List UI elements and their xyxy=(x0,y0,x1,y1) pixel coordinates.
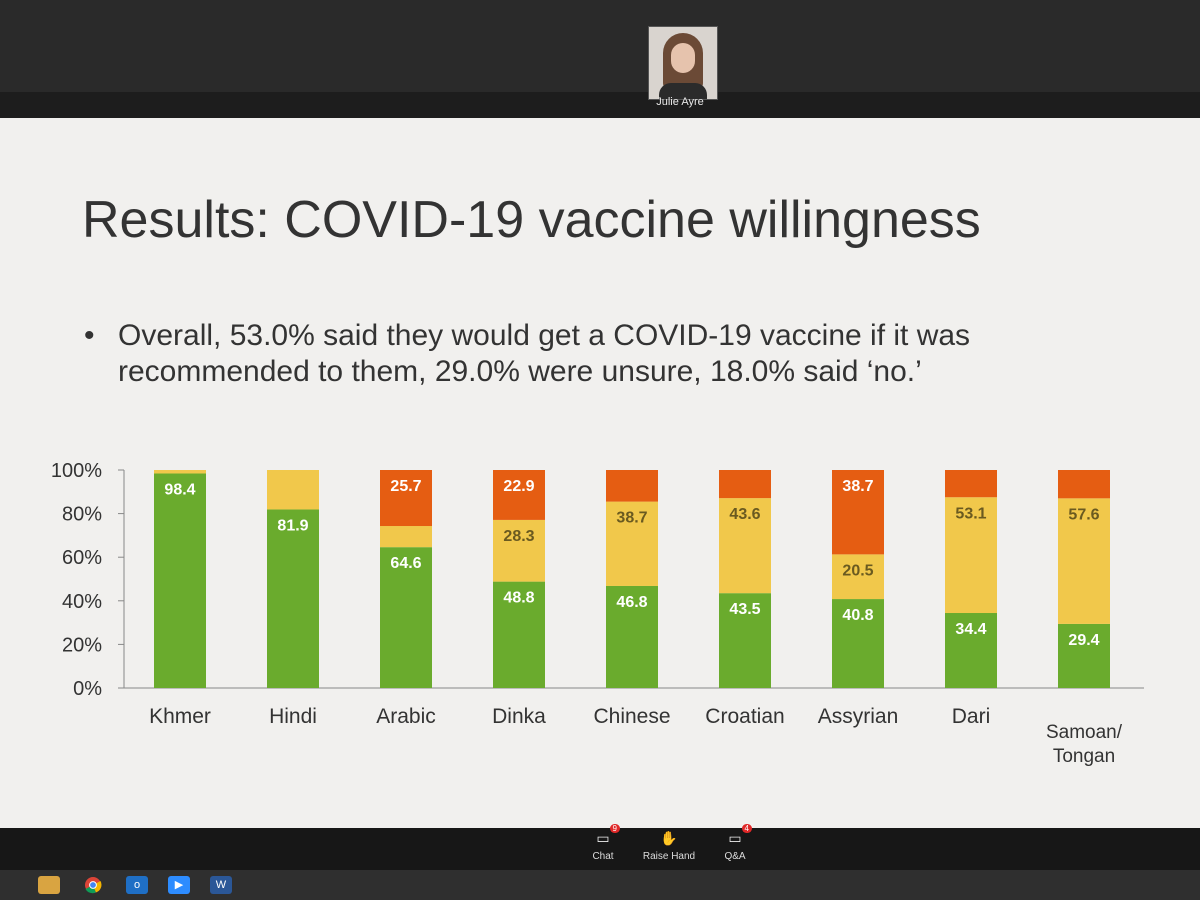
chat-icon: ▭ xyxy=(596,830,610,846)
bar-segment xyxy=(719,498,771,594)
zoom-app-icon[interactable]: ▶ xyxy=(168,876,190,894)
y-tick-label: 60% xyxy=(62,547,102,569)
data-label: 57.6 xyxy=(1068,506,1099,523)
data-label: 40.8 xyxy=(842,607,873,624)
y-tick-label: 40% xyxy=(62,591,102,613)
bar-segment xyxy=(606,585,658,688)
chat-badge: 9 xyxy=(609,824,620,833)
bar-segment xyxy=(267,470,319,510)
bar-segment xyxy=(1058,470,1110,499)
video-body xyxy=(659,83,707,99)
word-icon[interactable]: W xyxy=(210,876,232,894)
data-label: 38.7 xyxy=(616,510,647,527)
bar-segment xyxy=(945,497,997,614)
participant-name: Julie Ayre xyxy=(656,96,704,108)
bar-segment xyxy=(1058,498,1110,624)
x-tick-label: Tongan xyxy=(1053,746,1115,767)
qa-badge: 4 xyxy=(741,824,752,833)
data-label: 34.4 xyxy=(955,621,986,638)
qa-button[interactable]: ▭ 4 Q&A xyxy=(700,824,770,862)
file-explorer-icon[interactable] xyxy=(38,876,60,894)
data-label: 25.7 xyxy=(390,478,421,495)
data-label: 43.6 xyxy=(729,506,760,523)
x-tick-label: Hindi xyxy=(269,705,317,728)
x-tick-label: Khmer xyxy=(149,705,211,728)
y-tick-label: 100% xyxy=(51,460,102,482)
raise-hand-button[interactable]: ✋ Raise Hand xyxy=(634,828,704,862)
data-label: 64.6 xyxy=(390,555,421,572)
bar-segment xyxy=(832,470,884,555)
bar-segment xyxy=(606,501,658,586)
bar-segment xyxy=(380,526,432,548)
bullet-dot: • xyxy=(84,319,95,352)
data-label: 48.8 xyxy=(503,590,534,607)
x-tick-label: Chinese xyxy=(593,705,670,728)
data-label: 53.1 xyxy=(955,505,986,522)
x-tick-label: Croatian xyxy=(705,705,784,728)
bar-segment xyxy=(719,593,771,688)
presentation-slide: Results: COVID-19 vaccine willingness • … xyxy=(0,118,1200,828)
raise-hand-icon: ✋ xyxy=(660,830,678,846)
slide-title: Results: COVID-19 vaccine willingness xyxy=(82,191,981,249)
raise-hand-label: Raise Hand xyxy=(642,851,696,862)
meeting-top-bar xyxy=(0,0,1200,92)
bullet-text: Overall, 53.0% said they would get a COV… xyxy=(118,319,971,388)
bar-segment xyxy=(832,599,884,688)
bar-segment xyxy=(380,547,432,688)
bar-segment xyxy=(154,470,206,474)
qa-label: Q&A xyxy=(724,851,746,862)
data-label: 20.5 xyxy=(842,562,873,579)
bar-segment xyxy=(832,554,884,600)
stacked-bar-chart: 0% 20% 40% 60% 80% 100% 98.4 Khmer 81.9 Hindi 64.6… xyxy=(51,460,1144,767)
data-label: 29.4 xyxy=(1068,632,1099,649)
data-label: 43.5 xyxy=(729,601,760,618)
y-tick-label: 20% xyxy=(62,634,102,656)
data-label: 81.9 xyxy=(277,517,308,534)
bar-segment xyxy=(945,613,997,688)
chrome-icon[interactable] xyxy=(82,876,104,894)
data-label: 28.3 xyxy=(503,528,534,545)
windows-taskbar: o ▶ W xyxy=(0,870,1200,900)
bar-segment xyxy=(493,519,545,582)
x-tick-label: Samoan/ xyxy=(1046,722,1123,743)
chat-label: Chat xyxy=(592,851,614,862)
participant-video[interactable] xyxy=(648,26,718,100)
bar-segment xyxy=(719,470,771,499)
data-label: 38.7 xyxy=(842,478,873,495)
bar-segment xyxy=(606,470,658,502)
data-label: 98.4 xyxy=(164,481,195,498)
x-tick-label: Dinka xyxy=(492,705,546,728)
bar-segment xyxy=(154,473,206,688)
bar-segment xyxy=(267,509,319,688)
qa-icon: ▭ xyxy=(728,830,742,846)
data-label: 46.8 xyxy=(616,594,647,611)
meeting-controls-bar: ▭ 9 Chat ✋ Raise Hand ▭ 4 Q&A xyxy=(0,824,1200,870)
bar-segment xyxy=(493,581,545,688)
chat-button[interactable]: ▭ 9 Chat xyxy=(568,824,638,862)
video-face xyxy=(671,43,695,73)
x-tick-label: Dari xyxy=(952,705,991,728)
bar-segment xyxy=(380,470,432,527)
x-tick-label: Assyrian xyxy=(818,705,899,728)
y-tick-label: 80% xyxy=(62,504,102,526)
y-tick-label: 0% xyxy=(73,678,102,700)
x-tick-label: Arabic xyxy=(376,705,436,728)
bar-segment xyxy=(493,470,545,520)
data-label: 22.9 xyxy=(503,478,534,495)
bar-segment xyxy=(1058,623,1110,688)
bar-segment xyxy=(945,470,997,498)
outlook-icon[interactable]: o xyxy=(126,876,148,894)
